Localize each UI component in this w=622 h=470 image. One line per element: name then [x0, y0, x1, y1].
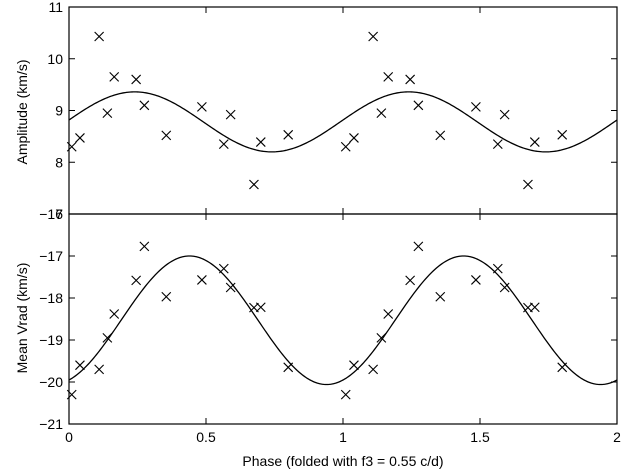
amplitude-plot-frame: [68, 6, 618, 215]
amplitude-data-point: [523, 179, 533, 190]
mean-vrad-data-point: [413, 241, 424, 252]
mean-vrad-data-point: [255, 302, 266, 313]
amplitude-data-point: [75, 133, 85, 143]
amplitude-y-tick-label: 8: [55, 154, 63, 170]
amplitude-data-point: [340, 141, 351, 152]
amplitude-fit-curve: [68, 91, 618, 153]
mean-vrad-fit-curve: [68, 255, 618, 386]
amplitude-data-point: [471, 101, 481, 112]
amplitude-data-point: [94, 31, 105, 42]
mean-vrad-data-point: [131, 275, 142, 286]
mean-vrad-data-point: [66, 389, 77, 400]
mean-vrad-data-point: [435, 291, 446, 302]
amplitude-y-axis-label: Amplitude (km/s): [14, 59, 30, 164]
mean-vrad-data-point: [492, 263, 503, 274]
amplitude-data-point: [283, 129, 294, 140]
mean-vrad-data-point: [340, 389, 351, 400]
phase-x-tick-label: 0.5: [196, 429, 216, 445]
phase-x-tick-label: 1.5: [470, 429, 490, 445]
amplitude-data-point: [225, 109, 236, 120]
mean-vrad-data-point: [197, 275, 207, 285]
amplitude-data-point: [529, 137, 540, 147]
mean-vrad-y-tick-label: −21: [39, 416, 63, 432]
amplitude-y-tick-label: 7: [55, 206, 63, 222]
mean-vrad-data-point: [529, 302, 540, 313]
mean-vrad-data-point: [557, 362, 568, 373]
mean-vrad-data-point: [368, 364, 379, 375]
amplitude-data-point: [557, 129, 568, 140]
phase-x-tick-label: 0: [65, 429, 73, 445]
mean-vrad-panel: −21 −20 −19 −18 −17 −16 0 0.5 1 1.5 2: [39, 206, 621, 445]
mean-vrad-y-tick-label: −16: [39, 206, 63, 222]
mean-vrad-data-point: [349, 360, 359, 371]
mean-vrad-data-point: [376, 333, 387, 343]
amplitude-data-point: [131, 74, 142, 85]
mean-vrad-data-point: [139, 241, 150, 252]
amplitude-data-point: [255, 137, 266, 147]
mean-vrad-data-point: [471, 275, 481, 285]
amplitude-data-point: [349, 133, 359, 143]
mean-vrad-data-point: [499, 282, 510, 293]
amplitude-data-point: [413, 100, 424, 111]
mean-vrad-data-point: [283, 362, 294, 373]
amplitude-data-point: [249, 179, 259, 190]
amplitude-data-point: [102, 108, 113, 118]
amplitude-data-point: [435, 130, 446, 141]
phase-x-axis-label: Phase (folded with f3 = 0.55 c/d): [242, 453, 443, 469]
mean-vrad-data-point: [405, 275, 416, 286]
mean-vrad-data-point: [218, 263, 229, 274]
mean-vrad-data-point: [161, 291, 172, 302]
mean-vrad-y-tick-label: −20: [39, 374, 63, 390]
mean-vrad-y-tick-label: −17: [39, 248, 63, 264]
amplitude-data-point: [109, 71, 120, 82]
mean-vrad-y-tick-label: −19: [39, 332, 63, 348]
amplitude-data-point: [376, 108, 387, 118]
phase-x-tick-label: 1: [339, 429, 347, 445]
mean-vrad-data-point: [109, 309, 120, 319]
amplitude-data-point: [66, 141, 77, 152]
amplitude-data-point: [218, 139, 229, 150]
amplitude-data-point: [383, 71, 394, 82]
amplitude-data-point: [405, 74, 416, 85]
mean-vrad-data-point: [225, 282, 236, 293]
mean-vrad-data-point: [94, 364, 105, 375]
amplitude-y-tick-label: 11: [48, 0, 63, 15]
amplitude-data-point: [492, 139, 503, 150]
mean-vrad-data-point: [75, 360, 85, 371]
amplitude-y-tick-label: 10: [47, 51, 63, 67]
amplitude-panel: 7 8 9 10 11: [47, 0, 618, 222]
amplitude-data-point: [161, 130, 172, 141]
amplitude-data-point: [197, 101, 207, 112]
phase-x-tick-label: 2: [613, 429, 621, 445]
amplitude-y-tick-label: 9: [55, 103, 63, 119]
amplitude-data-point: [368, 31, 379, 42]
mean-vrad-y-axis-label: Mean Vrad (km/s): [14, 263, 30, 374]
mean-vrad-data-point: [383, 309, 394, 319]
mean-vrad-y-tick-label: −18: [39, 290, 63, 306]
mean-vrad-data-point: [102, 333, 113, 343]
amplitude-data-point: [139, 100, 150, 111]
amplitude-data-point: [499, 109, 510, 120]
